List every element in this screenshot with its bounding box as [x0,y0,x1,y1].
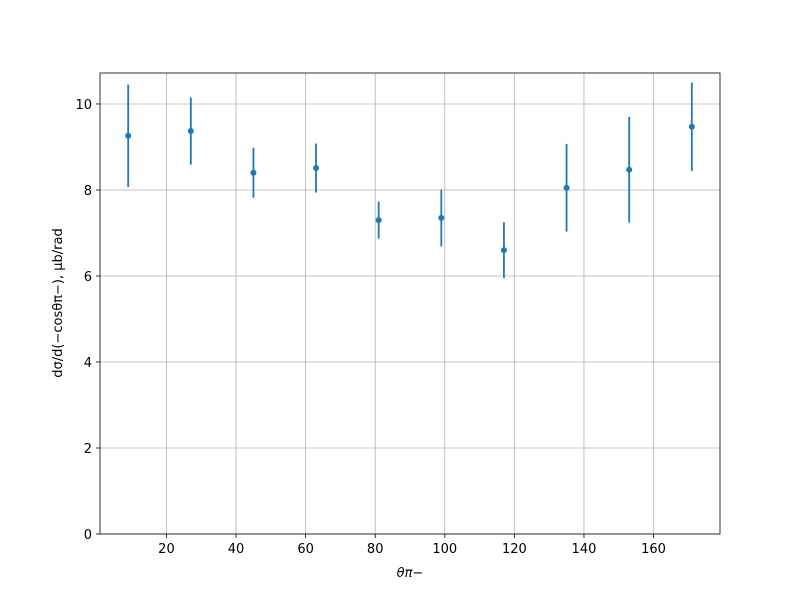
point [626,166,633,173]
x-tick-label: 40 [228,542,245,557]
x-axis-label: θπ− [397,566,424,581]
x-tick-label: 80 [367,542,384,557]
plot-frame [99,72,721,535]
point [250,169,257,176]
x-tick-label: 140 [572,542,597,557]
y-tick-label: 0 [84,528,92,543]
point [125,132,132,139]
point [187,128,194,135]
x-tick-label: 60 [297,542,314,557]
point [313,165,320,172]
y-axis-label: dσ/d(−cosθπ−), μb/rad [51,228,66,377]
x-tick-label: 160 [641,542,666,557]
y-tick-label: 10 [75,98,92,113]
y-tick-label: 6 [84,270,92,285]
y-tick-label: 4 [84,356,92,371]
point [688,123,695,130]
point [500,247,507,254]
x-tick-label: 120 [502,542,527,557]
x-tick-label: 100 [432,542,457,557]
y-tick-label: 2 [84,442,92,457]
point [438,214,445,221]
point [375,217,382,224]
y-tick-label: 8 [84,184,92,199]
x-tick-label: 20 [158,542,175,557]
point [563,184,570,191]
